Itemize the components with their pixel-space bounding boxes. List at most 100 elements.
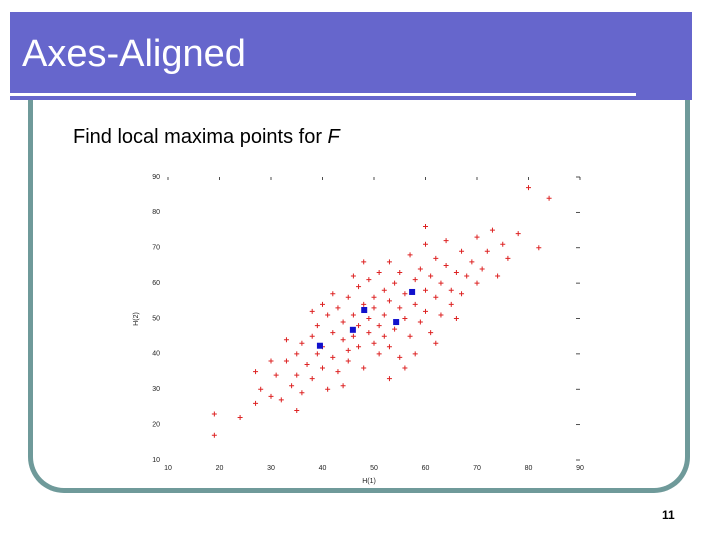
data-point	[361, 365, 367, 371]
y-tick-label: 90	[152, 174, 160, 181]
data-point	[433, 294, 439, 300]
data-point	[428, 273, 434, 279]
data-point	[361, 259, 367, 265]
data-point	[505, 255, 511, 261]
y-axis-label: H(2)	[133, 312, 140, 326]
y-tick-label: 30	[152, 386, 160, 393]
data-point	[448, 301, 454, 307]
data-point	[453, 316, 459, 321]
y-tick-label: 80	[152, 209, 160, 216]
data-point	[278, 397, 284, 403]
data-point	[397, 305, 403, 311]
data-point	[392, 280, 398, 286]
y-tick-label: 70	[152, 245, 160, 252]
data-point	[443, 238, 449, 244]
data-point	[237, 415, 243, 421]
data-point	[397, 354, 403, 360]
data-point	[428, 330, 434, 336]
maximum-point	[361, 307, 368, 314]
data-point	[299, 340, 305, 346]
y-tick-label: 60	[152, 280, 160, 287]
data-point	[366, 277, 372, 283]
data-point	[309, 333, 315, 339]
data-point	[433, 340, 439, 346]
data-point	[294, 351, 300, 357]
data-point	[320, 365, 325, 371]
data-point	[309, 376, 315, 382]
data-point	[211, 432, 217, 438]
data-point	[253, 400, 259, 406]
data-point	[459, 248, 465, 254]
data-point	[366, 330, 372, 336]
bullet-text: Find local maxima points for	[73, 126, 328, 148]
data-point	[376, 323, 382, 329]
data-point	[469, 259, 475, 265]
data-point	[350, 333, 356, 339]
maximum-point	[393, 319, 400, 326]
data-point	[474, 280, 480, 286]
data-point	[289, 383, 295, 389]
data-point	[489, 227, 495, 233]
data-point	[356, 284, 362, 290]
data-point	[335, 369, 341, 375]
data-point	[211, 411, 217, 417]
data-point	[340, 337, 346, 343]
bullet-emphasis: F	[327, 126, 340, 148]
data-point	[376, 351, 382, 357]
x-tick-label: 60	[422, 465, 430, 472]
data-point	[386, 298, 392, 304]
data-point	[423, 241, 428, 247]
data-point	[268, 393, 274, 399]
data-point	[417, 266, 423, 272]
data-point	[474, 234, 480, 240]
y-tick-label: 10	[152, 457, 160, 464]
data-point	[381, 333, 387, 339]
data-point	[386, 344, 392, 350]
data-point	[314, 323, 320, 329]
maximum-point	[349, 326, 356, 333]
data-point	[459, 291, 465, 297]
data-point	[448, 287, 454, 293]
data-point	[381, 312, 387, 318]
data-point	[423, 308, 428, 314]
data-point	[402, 316, 408, 321]
data-point	[294, 407, 300, 413]
data-point	[546, 195, 552, 201]
page-number: 11	[662, 508, 675, 522]
x-axis-label: H(1)	[362, 478, 376, 485]
data-point	[402, 291, 408, 297]
data-point	[443, 262, 449, 268]
data-point	[412, 351, 418, 357]
data-point	[386, 259, 392, 265]
data-point	[350, 312, 356, 318]
data-point	[392, 326, 398, 332]
data-point	[515, 231, 521, 237]
data-point	[268, 358, 274, 364]
data-point	[340, 319, 346, 325]
data-point	[356, 344, 362, 350]
data-point	[500, 241, 506, 247]
y-tick-label: 50	[152, 315, 160, 322]
data-point	[350, 273, 356, 279]
data-point	[495, 273, 501, 279]
data-point	[397, 270, 403, 276]
data-point	[356, 323, 362, 329]
x-tick-label: 40	[319, 465, 327, 472]
y-tick-label: 20	[152, 421, 160, 428]
data-point	[376, 270, 382, 276]
data-point	[371, 340, 377, 346]
header-bar	[10, 12, 692, 100]
x-tick-label: 30	[267, 465, 275, 472]
x-tick-label: 80	[525, 465, 533, 472]
data-point	[371, 305, 377, 311]
maximum-point	[316, 342, 323, 349]
data-point	[253, 369, 259, 375]
data-point	[335, 305, 341, 311]
slide-title: Axes-Aligned	[22, 33, 246, 75]
data-point	[407, 333, 413, 339]
data-point	[309, 308, 315, 314]
content-frame	[28, 100, 690, 493]
data-point	[381, 287, 387, 293]
data-point	[464, 273, 470, 279]
